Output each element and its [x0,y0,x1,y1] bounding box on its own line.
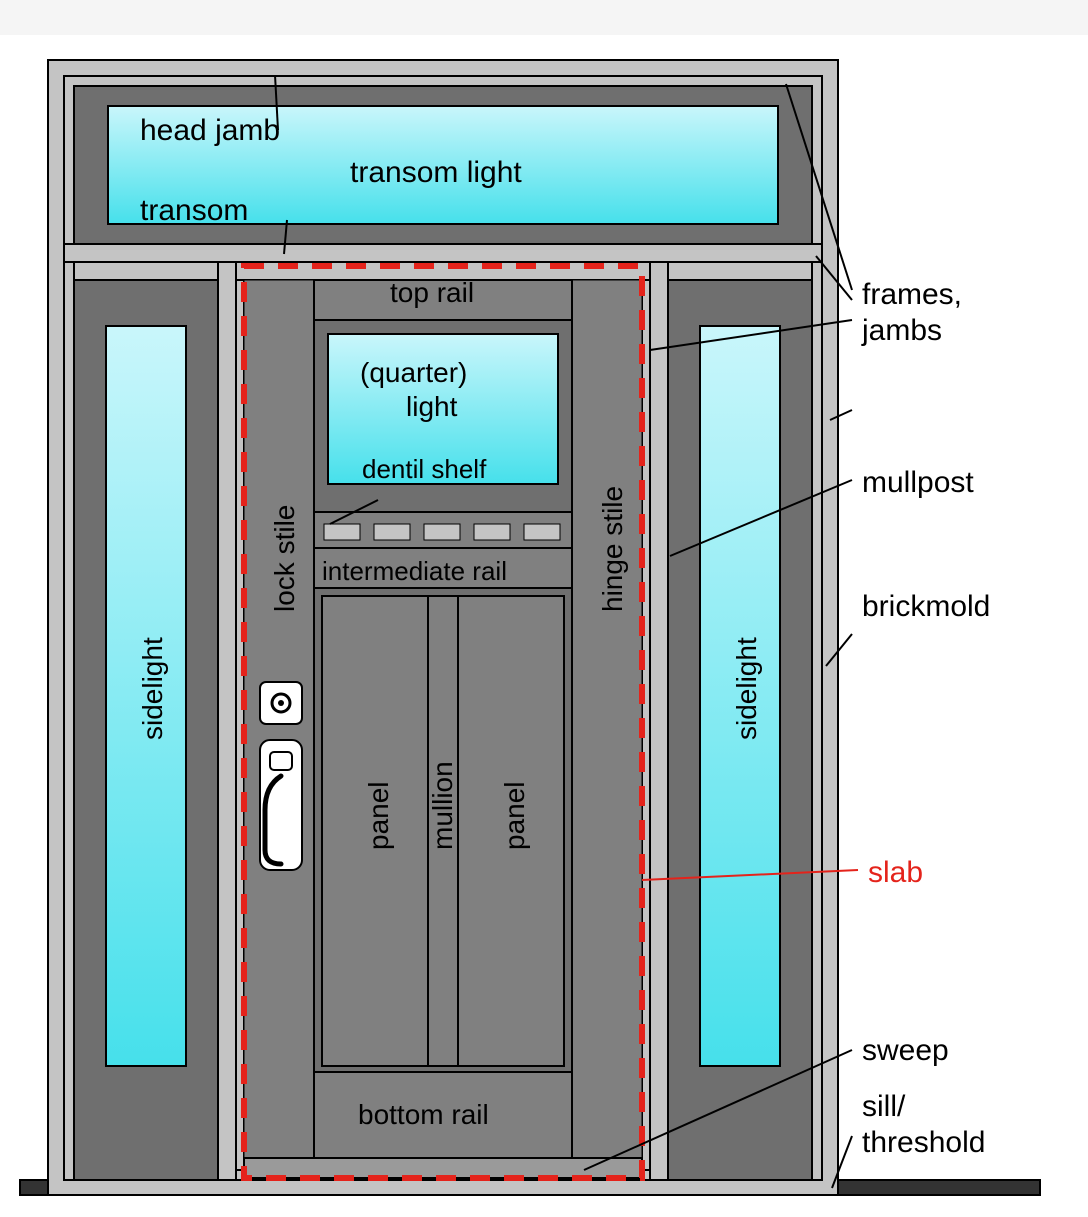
label-head-jamb: head jamb [140,114,280,147]
label-dentil-shelf: dentil shelf [362,454,487,484]
label-sweep: sweep [862,1034,949,1067]
label-quarter-1: (quarter) [360,357,467,388]
label-transom: transom [140,194,248,227]
hinge-stile [572,280,642,1178]
mullpost-right [650,262,668,1180]
label-sidelight-left: sidelight [137,637,168,740]
dentil-2 [424,524,460,540]
label-top-rail: top rail [390,277,474,308]
label-mullion: mullion [427,761,458,850]
mullpost-left [218,262,236,1180]
label-sill-1: sill/ [862,1090,906,1123]
dentil-3 [474,524,510,540]
dentil-1 [374,524,410,540]
label-panel-left: panel [363,781,394,850]
deadbolt-dot-icon [278,700,284,706]
label-hinge-stile: hinge stile [597,486,628,612]
lock-stile [244,280,314,1178]
dentil-0 [324,524,360,540]
label-jambs: jambs [861,314,942,347]
label-bottom-rail: bottom rail [358,1099,489,1130]
label-mullpost: mullpost [862,466,974,499]
label-frames: frames, [862,278,962,311]
label-sill-2: threshold [862,1126,985,1159]
label-panel-right: panel [499,781,530,850]
label-slab: slab [868,856,923,889]
dentil-4 [524,524,560,540]
label-intermediate-rail: intermediate rail [322,556,507,586]
top-band [0,0,1088,35]
label-quarter-2: light [406,391,458,422]
transom-bar [64,244,822,262]
label-brickmold: brickmold [862,590,990,623]
label-lock-stile: lock stile [269,505,300,612]
label-sidelight-right: sidelight [731,637,762,740]
label-transom-light: transom light [350,156,522,189]
